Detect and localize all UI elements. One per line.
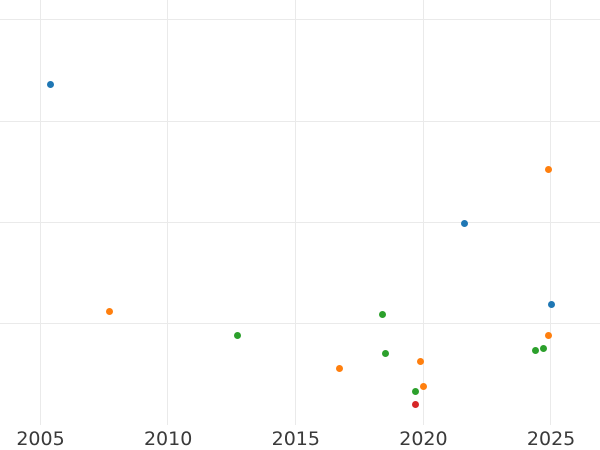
gridline-vertical: [295, 0, 297, 425]
data-point-green: [381, 349, 389, 357]
plot-area: [0, 0, 600, 425]
x-tick-label: 2025: [526, 428, 576, 450]
data-point-orange: [419, 383, 427, 391]
x-tick-label: 2005: [16, 428, 65, 450]
data-point-green: [233, 331, 241, 339]
x-tick-label: 2010: [143, 428, 193, 450]
gridline-vertical: [39, 0, 41, 425]
gridline-horizontal: [0, 19, 600, 21]
gridline-horizontal: [0, 222, 600, 224]
data-point-red: [412, 400, 420, 408]
x-tick-label: 2015: [271, 428, 320, 450]
gridline-vertical: [422, 0, 424, 425]
data-point-blue: [47, 80, 55, 88]
gridline-horizontal: [0, 120, 600, 122]
data-point-orange: [335, 365, 343, 373]
data-point-green: [532, 346, 540, 354]
data-point-orange: [417, 358, 425, 366]
x-tick-label: 2020: [399, 428, 448, 450]
data-point-blue: [547, 301, 555, 309]
data-point-green: [412, 388, 420, 396]
data-point-orange: [105, 308, 113, 316]
data-point-orange: [545, 165, 553, 173]
data-point-green: [379, 311, 387, 319]
gridline-vertical: [550, 0, 552, 425]
data-point-orange: [545, 331, 553, 339]
data-point-green: [539, 344, 547, 352]
gridline-horizontal: [0, 323, 600, 325]
gridline-vertical: [167, 0, 169, 425]
data-point-blue: [460, 220, 468, 228]
